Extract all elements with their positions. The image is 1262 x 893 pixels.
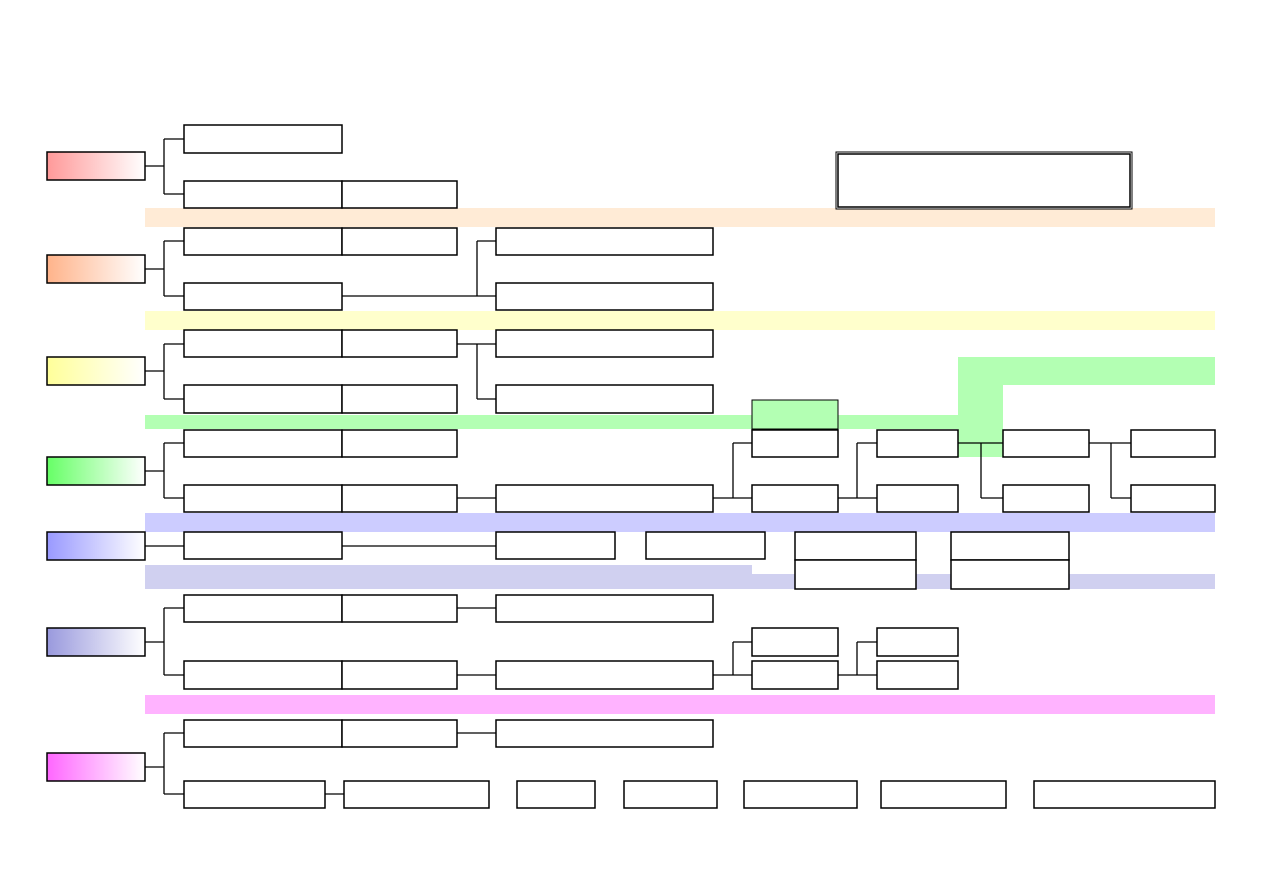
node-box [341,484,458,513]
note-box-inner [837,153,1131,208]
node-box [341,594,458,623]
category-box [46,531,146,561]
node-box [495,531,616,560]
node-box [743,780,858,809]
band [145,311,1215,330]
node-box [183,531,343,560]
node-box [1130,429,1216,458]
node-box [751,484,839,513]
node-box [645,531,766,560]
node-box [880,780,1007,809]
node-box [341,329,458,358]
node-box [341,660,458,690]
node-box [341,429,458,458]
node-box [183,484,343,513]
node-box [516,780,596,809]
node-box [183,227,343,256]
category-box [46,456,146,486]
node-box [751,429,839,458]
node-box [341,227,458,256]
node-box [495,384,714,414]
node-box [1033,780,1216,809]
category-box [46,627,146,657]
node-box [876,429,959,458]
node-box [950,559,1070,590]
node-box [183,429,343,458]
node-box [751,627,839,657]
node-box [495,227,714,256]
note-box [835,151,1133,210]
node-box [794,531,917,561]
node-box [183,180,343,209]
node-box [495,329,714,358]
node-box [623,780,718,809]
band [145,513,1215,532]
node-box [341,384,458,414]
node-box [183,719,343,748]
node-box [343,780,490,809]
node-box [495,660,714,690]
node-box [794,559,917,590]
node-box [183,329,343,358]
node-box [495,719,714,748]
category-box [46,254,146,284]
category-box [46,356,146,386]
band [145,565,752,589]
category-box [46,151,146,181]
node-box [183,282,343,311]
node-box [183,780,326,809]
node-box [751,660,839,690]
node-box [1130,484,1216,513]
band [145,695,1215,714]
category-box [46,752,146,782]
node-box [1002,429,1090,458]
node-box [341,180,458,209]
node-box [495,594,714,623]
node-box [876,484,959,513]
node-box [495,282,714,311]
node-box [876,660,959,690]
band [958,357,1215,385]
highlight-box [751,399,839,430]
node-box [495,484,714,513]
node-box [183,594,343,623]
node-box [876,627,959,657]
node-box [1002,484,1090,513]
node-box [341,719,458,748]
node-box [183,384,343,414]
node-box [950,531,1070,561]
band [145,208,1215,227]
node-box [183,124,343,154]
node-box [183,660,343,690]
